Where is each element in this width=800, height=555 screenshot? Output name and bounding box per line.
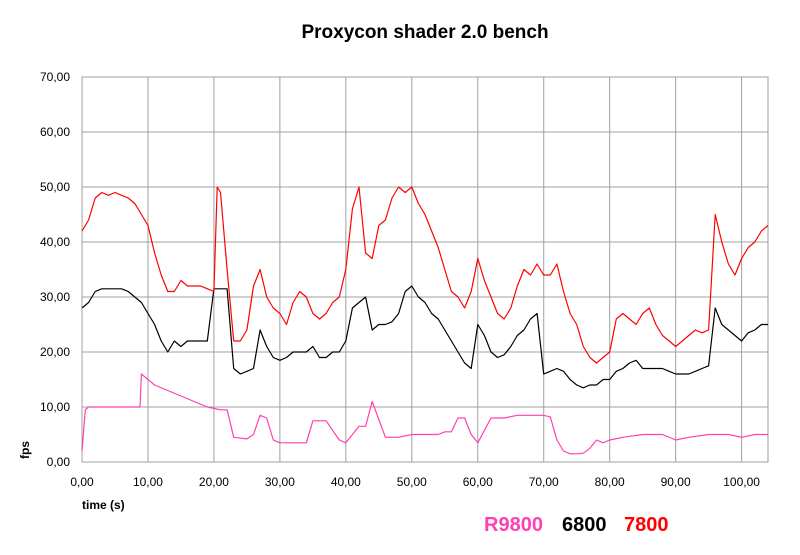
x-tick-label: 70,00: [529, 475, 559, 489]
series-line-7800: [81, 186, 769, 364]
x-tick-label: 0,00: [70, 475, 94, 489]
y-tick-label: 30,00: [40, 290, 70, 304]
chart-title: Proxycon shader 2.0 bench: [301, 22, 548, 43]
x-tick-label: 40,00: [331, 475, 361, 489]
x-tick-label: 30,00: [265, 475, 295, 489]
legend: R9800 6800 7800: [484, 514, 669, 536]
series-layer: [81, 186, 769, 455]
legend-7800: 7800: [624, 514, 669, 536]
x-tick-label: 20,00: [199, 475, 229, 489]
y-tick-label: 20,00: [40, 345, 70, 359]
x-tick-label: 100,00: [723, 475, 760, 489]
y-tick-label: 70,00: [40, 70, 70, 84]
x-tick-label: 60,00: [463, 475, 493, 489]
y-axis-label: fps: [18, 441, 32, 459]
y-tick-label: 10,00: [40, 400, 70, 414]
y-tick-label: 60,00: [40, 125, 70, 139]
plot-area: [81, 76, 769, 463]
legend-r9800: R9800: [484, 514, 543, 536]
y-tick-label: 40,00: [40, 235, 70, 249]
legend-6800: 6800: [562, 514, 607, 536]
x-tick-label: 10,00: [133, 475, 163, 489]
x-tick-label: 80,00: [595, 475, 625, 489]
x-tick-label: 50,00: [397, 475, 427, 489]
y-tick-label: 50,00: [40, 180, 70, 194]
x-tick-labels: 0,00 10,00 20,00 30,00 40,00 50,00 60,00 70,00 8…: [70, 475, 760, 489]
series-line-6800: [81, 285, 768, 389]
series-line-r9800: [81, 373, 768, 455]
y-tick-labels: 0,00 10,00 20,00 30,00 40,00 50,00 60,00 70,00: [40, 70, 70, 469]
y-tick-label: 0,00: [47, 455, 71, 469]
x-axis-label: time (s): [82, 498, 125, 512]
x-tick-label: 90,00: [661, 475, 691, 489]
